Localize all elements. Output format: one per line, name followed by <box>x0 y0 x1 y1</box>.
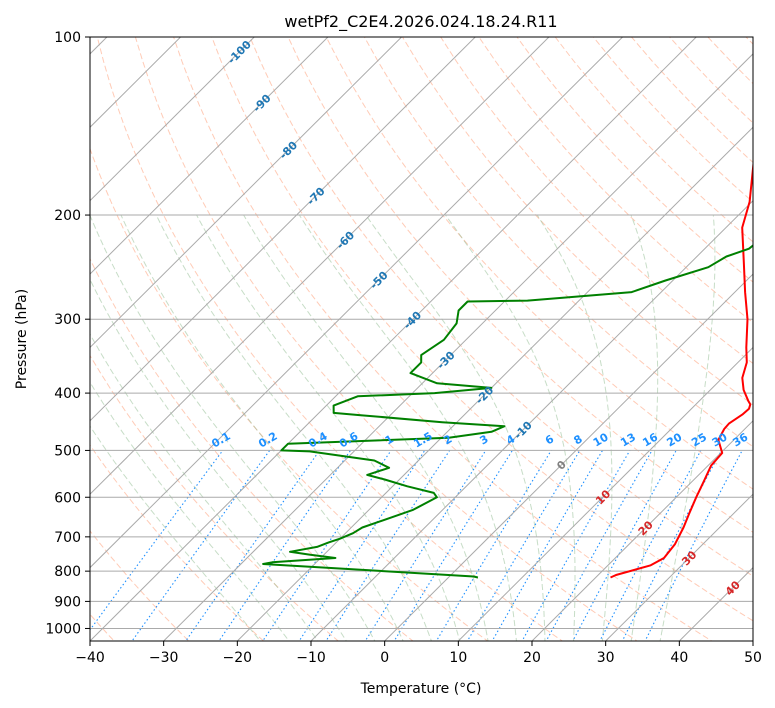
x-tick-label: −20 <box>223 650 253 666</box>
moist-adiabat <box>298 214 518 641</box>
moist-adiabat <box>630 214 659 641</box>
y-tick-label: 300 <box>54 312 81 328</box>
y-tick-label: 400 <box>54 386 81 402</box>
isotherm <box>90 37 697 641</box>
y-tick-label: 100 <box>54 30 81 46</box>
x-tick-label: 20 <box>523 650 541 666</box>
moist-adiabat <box>365 214 546 641</box>
dry-adiabat <box>90 147 489 641</box>
y-tick-label: 800 <box>54 564 81 580</box>
y-tick-label: 200 <box>54 208 81 224</box>
x-tick-label: −10 <box>296 650 326 666</box>
isotherm <box>90 37 550 495</box>
x-tick-label: −40 <box>75 650 105 666</box>
isotherm <box>90 37 255 202</box>
dry-adiabat <box>90 354 339 641</box>
moist-adiabat <box>536 214 613 641</box>
x-tick-label: 40 <box>670 650 688 666</box>
dry-adiabat <box>440 37 753 365</box>
isotherm <box>90 37 624 569</box>
plot-frame <box>89 36 754 642</box>
profile-lines <box>262 158 753 579</box>
isotherm <box>531 420 753 641</box>
isotherm <box>457 346 753 641</box>
dry-adiabat <box>134 37 638 641</box>
x-tick-label: −30 <box>149 650 179 666</box>
isotherm <box>162 53 753 641</box>
y-axis-ticks: 100 200 300 400 500 600 700 800 900 1000 <box>45 30 90 637</box>
chart-title: wetPf2_C2E4.2026.024.18.24.R11 <box>284 12 557 32</box>
isotherm <box>90 37 329 275</box>
grid-lines <box>90 37 753 641</box>
moist-adiabat <box>155 214 432 641</box>
dry-adiabat <box>325 37 753 490</box>
moist-adiabat <box>90 425 261 641</box>
isotherm <box>90 37 476 422</box>
y-axis-label: Pressure (hPa) <box>14 289 30 389</box>
isotherm <box>310 199 753 641</box>
moist-adiabat <box>90 333 319 641</box>
y-tick-label: 900 <box>54 594 81 610</box>
isotherm <box>90 37 182 128</box>
isotherm <box>90 37 403 349</box>
y-tick-label: 500 <box>54 443 81 459</box>
moist-adiabat <box>445 214 576 641</box>
dry-adiabat <box>363 37 753 448</box>
x-tick-label: 10 <box>449 650 467 666</box>
moist-adiabat <box>196 214 461 641</box>
y-tick-label: 700 <box>54 530 81 546</box>
moist-adiabat <box>243 214 489 641</box>
dry-adiabat <box>96 37 564 641</box>
isotherm <box>236 126 753 641</box>
y-tick-label: 600 <box>54 490 81 506</box>
dry-adiabat <box>90 257 414 641</box>
moist-adiabat <box>90 214 376 641</box>
x-axis-label: Temperature (°C) <box>360 681 482 697</box>
x-axis-ticks: −40 −30 −20 −10 0 10 20 30 40 50 <box>75 641 762 666</box>
moist-adiabat <box>120 214 404 641</box>
moist-adiabat <box>659 214 716 641</box>
x-tick-label: 50 <box>744 650 762 666</box>
y-tick-label: 1000 <box>45 621 81 637</box>
x-tick-label: 30 <box>597 650 615 666</box>
isotherm <box>604 493 753 641</box>
x-tick-label: 0 <box>380 650 389 666</box>
moist-adiabat <box>90 381 290 641</box>
temperature-line <box>610 158 753 579</box>
isotherm <box>383 273 753 641</box>
dry-adiabat <box>90 530 190 641</box>
plot-area <box>90 37 753 641</box>
dewpoint-line <box>262 244 753 579</box>
